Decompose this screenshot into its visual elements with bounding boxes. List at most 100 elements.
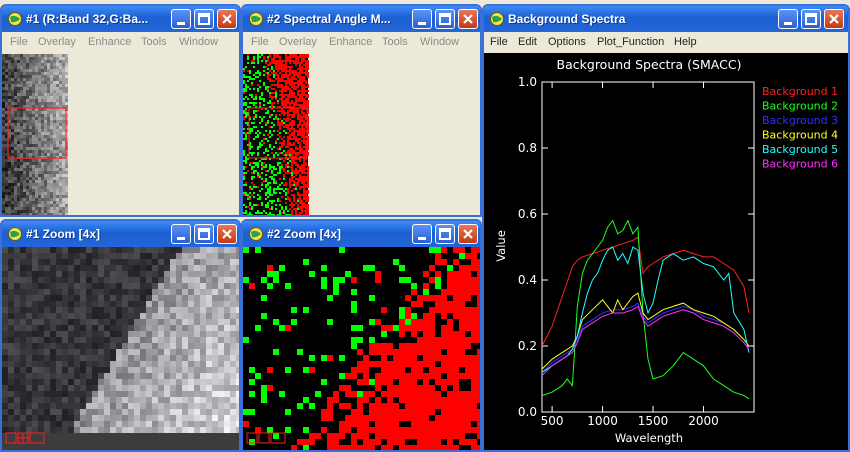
image-pixel: [2, 93, 5, 96]
image-pixel: [32, 171, 35, 174]
menu-window[interactable]: Window: [420, 36, 460, 48]
menu-enhance[interactable]: Enhance: [329, 36, 373, 48]
image-pixel: [23, 150, 26, 153]
zoom-pixel: [116, 253, 122, 259]
class-pixel: [255, 76, 257, 78]
classification-display[interactable]: [243, 54, 480, 217]
minimize-button[interactable]: [171, 224, 191, 244]
menu-help[interactable]: Help: [674, 36, 697, 48]
menu-edit[interactable]: Edit: [518, 36, 537, 48]
zoom-pixel: [230, 295, 236, 301]
zoom-pixel: [134, 301, 140, 307]
zoom-pixel: [68, 421, 74, 427]
image-pixel: [23, 120, 26, 123]
minimize-button[interactable]: [412, 9, 432, 29]
zoom-class-pixel: [405, 391, 411, 397]
class-pixel: [307, 132, 309, 134]
menu-file[interactable]: File: [10, 36, 28, 48]
close-button[interactable]: [217, 9, 237, 29]
class-pixel: [289, 110, 291, 112]
zoom-out-control[interactable]: [5, 432, 17, 444]
zoom-toggle-control[interactable]: [270, 432, 286, 444]
class-pixel: [277, 84, 279, 86]
menu-enhance[interactable]: Enhance: [88, 36, 132, 48]
menu-overlay[interactable]: Overlay: [38, 36, 76, 48]
maximize-button[interactable]: [435, 224, 455, 244]
image-pixel: [38, 207, 41, 210]
spectra-plot[interactable]: Background Spectra (SMACC) Wavelength Va…: [484, 53, 848, 450]
zoom-controls[interactable]: [246, 432, 286, 444]
image-pixel: [11, 174, 14, 177]
class-pixel: [305, 54, 307, 56]
zoom-class-pixel: [453, 289, 459, 295]
zoom-window-1[interactable]: #1 Zoom [4x]: [0, 219, 241, 452]
zoom-pixel: [62, 331, 68, 337]
title-bar[interactable]: Background Spectra: [484, 6, 848, 32]
zoom-class-pixel: [411, 415, 417, 421]
zoom-display[interactable]: [2, 247, 239, 450]
zoom-class-pixel: [267, 271, 273, 277]
image-pixel: [50, 54, 53, 57]
zoom-box[interactable]: [248, 107, 308, 159]
image-window-2[interactable]: #2 Spectral Angle M... File Overlay Enha…: [241, 4, 482, 217]
menu-options[interactable]: Options: [548, 36, 586, 48]
maximize-button[interactable]: [194, 224, 214, 244]
zoom-pixel: [116, 247, 122, 253]
close-button[interactable]: [824, 9, 844, 29]
title-bar[interactable]: #2 Zoom [4x]: [243, 221, 480, 247]
minimize-button[interactable]: [171, 9, 191, 29]
zoom-class-pixel: [375, 319, 381, 325]
class-pixel: [269, 62, 271, 64]
menu-tools[interactable]: Tools: [382, 36, 408, 48]
zoom-toggle-control[interactable]: [29, 432, 45, 444]
image-pixel: [53, 144, 56, 147]
close-button[interactable]: [217, 224, 237, 244]
zoom-class-pixel: [429, 295, 435, 301]
menu-overlay[interactable]: Overlay: [279, 36, 317, 48]
image-display[interactable]: [2, 54, 239, 217]
zoom-class-pixel: [429, 439, 435, 445]
image-pixel: [23, 201, 26, 204]
menu-plot-function[interactable]: Plot_Function: [597, 36, 665, 48]
image-pixel: [59, 150, 62, 153]
close-button[interactable]: [458, 9, 478, 29]
image-pixel: [53, 57, 56, 60]
maximize-button[interactable]: [194, 9, 214, 29]
zoom-pixel: [236, 337, 239, 343]
menu-tools[interactable]: Tools: [141, 36, 167, 48]
zoom-class-pixel: [405, 295, 411, 301]
zoom-class-pixel: [405, 325, 411, 331]
zoom-pixel: [92, 427, 98, 433]
title-bar[interactable]: #1 Zoom [4x]: [2, 221, 239, 247]
class-pixel: [303, 86, 305, 88]
window-title: #1 (R:Band 32,G:Ba...: [26, 12, 149, 26]
zoom-pixel: [38, 271, 44, 277]
zoom-display[interactable]: [243, 247, 480, 450]
title-bar[interactable]: #1 (R:Band 32,G:Ba...: [2, 6, 239, 32]
class-pixel: [283, 210, 285, 212]
menu-window[interactable]: Window: [179, 36, 219, 48]
class-pixel: [249, 198, 251, 200]
image-pixel: [26, 111, 29, 114]
zoom-box[interactable]: [7, 107, 67, 159]
zoom-pixel: [14, 325, 20, 331]
class-pixel: [269, 106, 271, 108]
class-pixel: [305, 96, 307, 98]
zoom-class-pixel: [471, 283, 477, 289]
image-window-1[interactable]: #1 (R:Band 32,G:Ba... File Overlay Enhan…: [0, 4, 241, 217]
minimize-button[interactable]: [778, 9, 798, 29]
maximize-button[interactable]: [435, 9, 455, 29]
zoom-window-2[interactable]: #2 Zoom [4x]: [241, 219, 482, 452]
zoom-controls[interactable]: [5, 432, 45, 444]
zoom-out-control[interactable]: [246, 432, 258, 444]
maximize-button[interactable]: [801, 9, 821, 29]
minimize-button[interactable]: [412, 224, 432, 244]
menu-file[interactable]: File: [490, 36, 508, 48]
menu-file[interactable]: File: [251, 36, 269, 48]
zoom-in-control[interactable]: [258, 432, 270, 444]
zoom-pixel: [164, 415, 170, 421]
spectra-window[interactable]: Background Spectra File Edit Options Plo…: [482, 4, 850, 452]
close-button[interactable]: [458, 224, 478, 244]
title-bar[interactable]: #2 Spectral Angle M...: [243, 6, 480, 32]
